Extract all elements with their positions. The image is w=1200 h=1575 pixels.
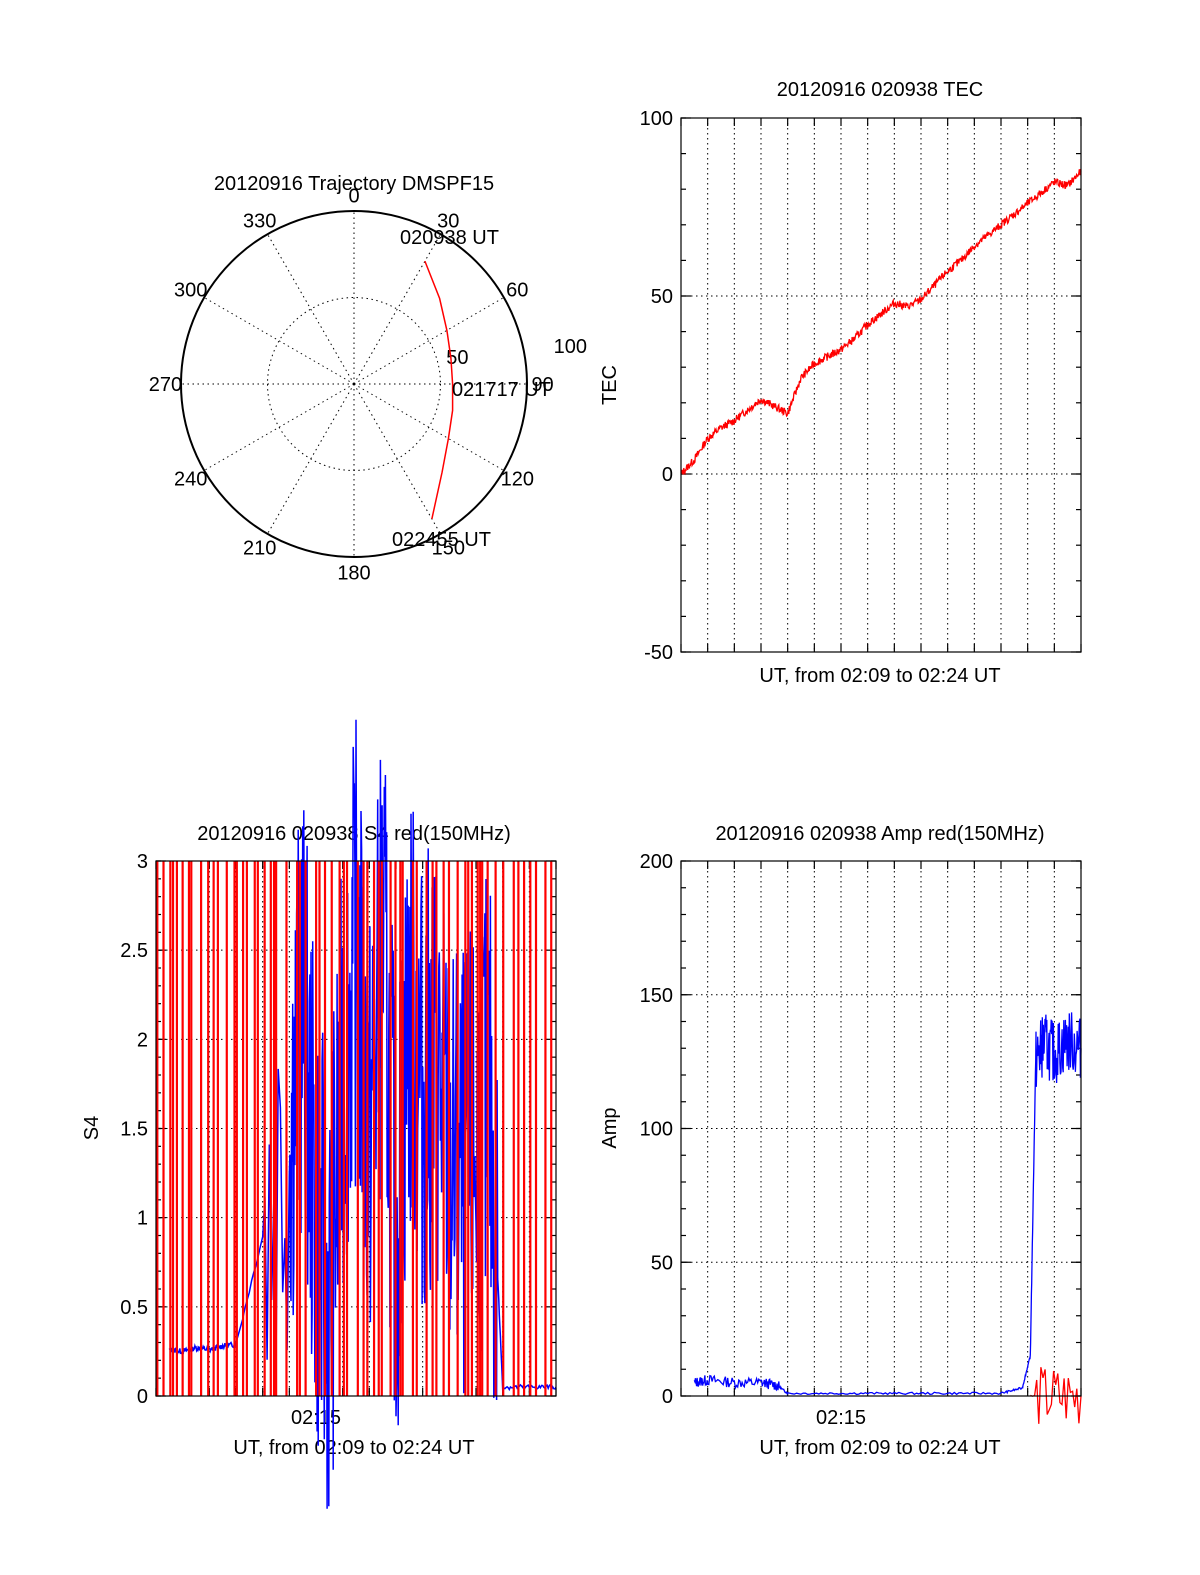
y-axis-label: TEC (599, 365, 621, 405)
annotation-end-time: 022455 UT (392, 529, 491, 551)
y-tick-label: 0 (662, 1386, 673, 1408)
y-axis-label: S4 (81, 1116, 103, 1140)
azimuth-label-0: 0 (348, 185, 359, 207)
amp-line-chart: 20120916 020938 Amp red(150MHz) UT, from… (599, 823, 1082, 1459)
azimuth-label-300: 300 (174, 280, 207, 302)
y-tick-label: 3 (137, 851, 148, 873)
spoke-330 (267, 233, 355, 385)
spoke-120 (353, 383, 505, 471)
chart-title: 20120916 Trajectory DMSPF15 (214, 173, 494, 195)
azimuth-label-240: 240 (174, 468, 207, 490)
y-tick-label: 2 (137, 1029, 148, 1051)
spoke-150 (353, 383, 441, 535)
y-tick-label: 100 (640, 1119, 673, 1141)
y-tick-label: 1.5 (120, 1119, 148, 1141)
azimuth-label-120: 120 (501, 468, 534, 490)
x-axis-label: UT, from 02:09 to 02:24 UT (233, 1437, 474, 1459)
y-tick-label: -50 (644, 642, 673, 664)
series-line-1 (1030, 1367, 1082, 1424)
y-tick-label: 2.5 (120, 940, 148, 962)
spoke-300 (203, 297, 355, 385)
x-axis-label: UT, from 02:09 to 02:24 UT (759, 665, 1000, 687)
y-tick-label: 50 (651, 1252, 673, 1274)
trajectory-polar-plot: 20120916 Trajectory DMSPF15 0 30 60 90 120 15… (149, 173, 587, 585)
y-tick-label: 150 (640, 985, 673, 1007)
x-axis-label: UT, from 02:09 to 02:24 UT (759, 1437, 1000, 1459)
annotation-mid-time: 021717 UT (452, 379, 551, 401)
plot-frame (155, 860, 557, 1397)
series-line-0 (693, 1012, 1082, 1396)
azimuth-label-180: 180 (337, 563, 370, 585)
s4-line-chart: 20120916 020938 S4 red(150MHz) UT, from … (81, 719, 557, 1509)
chart-title: 20120916 020938 Amp red(150MHz) (715, 823, 1044, 845)
y-tick-label: 200 (640, 851, 673, 873)
azimuth-label-60: 60 (506, 280, 528, 302)
azimuth-label-30: 30 (437, 211, 459, 233)
tec-plot-area: -50 0 50 100 (640, 108, 1082, 664)
y-tick-label: 1 (137, 1208, 148, 1230)
y-tick-label: 100 (640, 108, 673, 130)
azimuth-label-210: 210 (243, 537, 276, 559)
y-axis-label: Amp (599, 1107, 621, 1148)
y-tick-label: 0 (137, 1386, 148, 1408)
spoke-240 (203, 383, 355, 471)
spoke-210 (267, 383, 355, 535)
y-tick-label: 0 (662, 464, 673, 486)
polar-azimuth-labels: 0 30 60 90 120 150 180 210 240 270 300 330 (149, 185, 554, 584)
y-tick-label: 50 (651, 286, 673, 308)
annotation-start-time: 020938 UT (400, 227, 499, 249)
azimuth-label-270: 270 (149, 374, 182, 396)
tec-line-chart: 20120916 020938 TEC UT, from 02:09 to 02… (599, 79, 1082, 687)
spoke-30 (353, 233, 441, 385)
polar-radius-labels: 50 100 (446, 336, 587, 369)
plot-frame (680, 117, 1082, 653)
azimuth-label-90: 90 (531, 374, 553, 396)
radius-label-100: 100 (554, 336, 587, 358)
x-tick-label: 02:15 (816, 1407, 866, 1429)
outer-circle (180, 210, 528, 558)
polar-series (424, 260, 454, 519)
amp-plot-area: 0 50 100 150 200 02:15 (640, 851, 1082, 1429)
trajectory-line (424, 260, 454, 519)
azimuth-label-150: 150 (432, 537, 465, 559)
series-line-0 (680, 168, 1082, 476)
spoke-60 (353, 297, 505, 385)
series-line-0 (168, 719, 557, 1509)
plot-frame (680, 860, 1082, 1397)
y-tick-label: 0.5 (120, 1297, 148, 1319)
azimuth-label-330: 330 (243, 211, 276, 233)
polar-grid (180, 210, 528, 558)
chart-title: 20120916 020938 TEC (777, 79, 983, 101)
